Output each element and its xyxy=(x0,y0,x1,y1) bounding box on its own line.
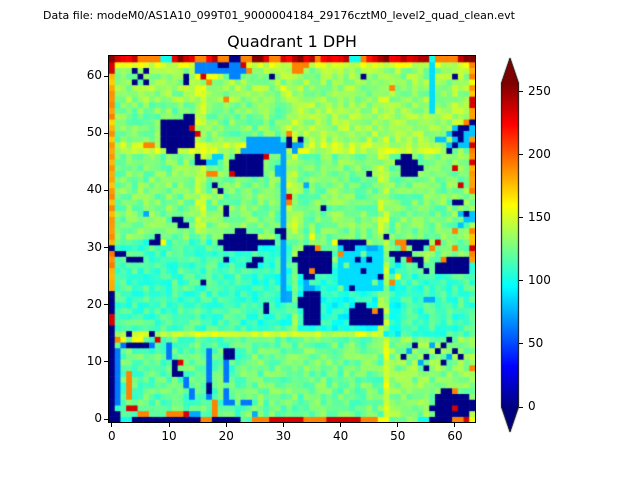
y-tick-mark xyxy=(104,247,108,249)
y-tick-mark xyxy=(104,189,108,191)
colorbar-tick-label: 100 xyxy=(528,272,551,287)
x-tick-label: 20 xyxy=(218,429,234,443)
y-tick-mark xyxy=(104,418,108,420)
colorbar-tick-mark xyxy=(519,343,523,345)
colorbar-tick-label: 150 xyxy=(528,209,551,224)
y-tick-label: 20 xyxy=(86,296,102,311)
colorbar-tick-label: 50 xyxy=(528,335,544,350)
y-tick-mark xyxy=(104,361,108,363)
x-tick-mark xyxy=(397,423,399,427)
y-tick-label: 30 xyxy=(86,239,102,254)
y-tick-label: 10 xyxy=(86,353,102,368)
x-tick-label: 50 xyxy=(390,429,406,443)
y-tick-mark xyxy=(104,75,108,77)
x-tick-mark xyxy=(282,423,284,427)
x-tick-label: 0 xyxy=(108,429,116,443)
colorbar-tick-mark xyxy=(519,217,523,219)
colorbar-tick-mark xyxy=(519,91,523,93)
y-tick-label: 50 xyxy=(86,125,102,140)
colorbar-canvas xyxy=(500,55,524,435)
x-tick-label: 10 xyxy=(161,429,177,443)
x-tick-mark xyxy=(225,423,227,427)
colorbar-tick-mark xyxy=(519,280,523,282)
colorbar-tick-mark xyxy=(519,406,523,408)
x-tick-mark xyxy=(111,423,113,427)
x-tick-label: 60 xyxy=(447,429,463,443)
x-tick-mark xyxy=(454,423,456,427)
colorbar-tick-mark xyxy=(519,154,523,156)
x-tick-label: 30 xyxy=(275,429,292,443)
x-tick-label: 40 xyxy=(332,429,349,443)
colorbar-tick-label: 250 xyxy=(528,83,551,98)
plot-title: Quadrant 1 DPH xyxy=(227,32,357,51)
y-tick-label: 0 xyxy=(94,411,102,426)
data-file-label: Data file: modeM0/AS1A10_099T01_90000041… xyxy=(43,9,515,22)
colorbar-tick-label: 0 xyxy=(528,399,536,413)
x-tick-mark xyxy=(340,423,342,427)
y-tick-label: 40 xyxy=(86,182,102,197)
x-tick-mark xyxy=(168,423,170,427)
colorbar-tick-label: 200 xyxy=(528,146,551,161)
axes-frame xyxy=(108,55,476,423)
y-tick-label: 60 xyxy=(86,68,102,83)
y-tick-mark xyxy=(104,132,108,134)
y-tick-mark xyxy=(104,304,108,306)
heatmap-canvas xyxy=(109,56,475,422)
